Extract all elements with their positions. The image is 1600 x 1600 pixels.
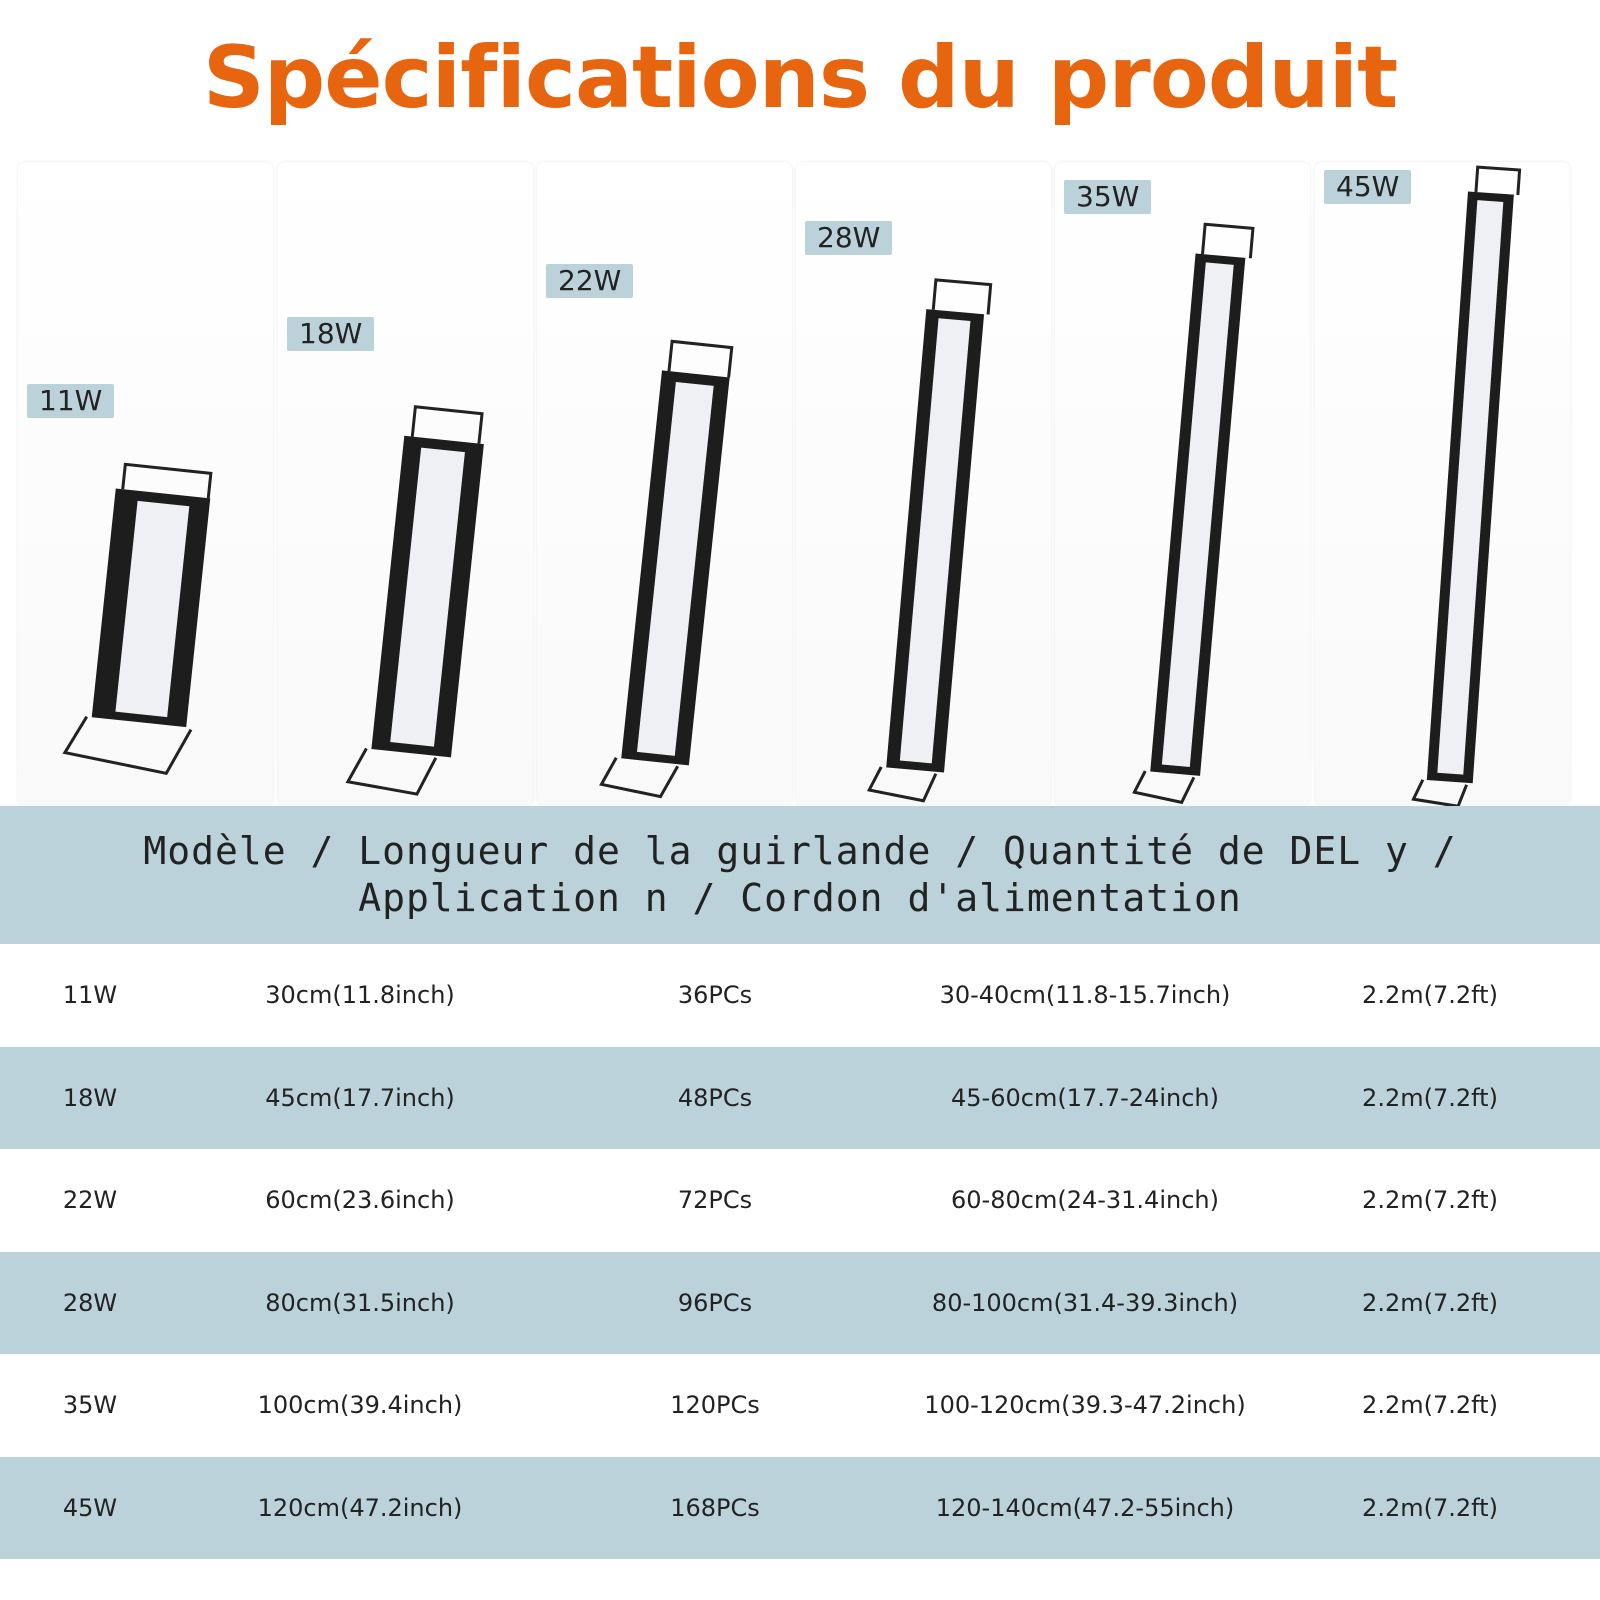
product-gallery: 11W 18W 22W (18, 162, 1582, 808)
product-card-35w: 35W (1055, 162, 1310, 806)
led-lamp-image (1411, 165, 1522, 808)
cell-model: 22W (62, 1186, 118, 1215)
table-row: 35W 100cm(39.4inch) 120PCs 100-120cm(39.… (0, 1354, 1600, 1457)
page-title: Spécifications du produit (202, 28, 1398, 128)
product-card-11w: 11W (18, 162, 273, 806)
header-line-2: Application n / Cordon d'alimentation (358, 876, 1242, 920)
table-row: 22W 60cm(23.6inch) 72PCs 60-80cm(24-31.4… (0, 1149, 1600, 1252)
cell-application: 30-40cm(11.8-15.7inch) (939, 981, 1231, 1010)
led-lamp-image (866, 278, 993, 803)
cell-model: 35W (62, 1391, 118, 1420)
cell-leds: 120PCs (670, 1391, 760, 1420)
wattage-badge: 18W (287, 317, 375, 351)
cell-application: 100-120cm(39.3-47.2inch) (924, 1391, 1246, 1420)
wattage-badge: 45W (1324, 170, 1412, 204)
product-card-18w: 18W (278, 162, 533, 806)
cell-cord: 2.2m(7.2ft) (1362, 981, 1498, 1010)
cell-model: 11W (62, 981, 118, 1010)
wattage-badge: 11W (27, 384, 115, 418)
led-lamp-image (1132, 222, 1255, 805)
cell-length: 30cm(11.8inch) (265, 981, 455, 1010)
table-row: 28W 80cm(31.5inch) 96PCs 80-100cm(31.4-3… (0, 1251, 1600, 1354)
table-row: 45W 120cm(47.2inch) 168PCs 120-140cm(47.… (0, 1456, 1600, 1559)
cell-model: 28W (62, 1288, 118, 1317)
cell-application: 80-100cm(31.4-39.3inch) (931, 1288, 1239, 1317)
cell-application: 45-60cm(17.7-24inch) (951, 1083, 1219, 1112)
wattage-badge: 22W (546, 264, 634, 298)
table-row: 11W 30cm(11.8inch) 36PCs 30-40cm(11.8-15… (0, 944, 1600, 1047)
wattage-badge: 28W (805, 221, 893, 255)
cell-model: 45W (62, 1493, 118, 1522)
product-card-22w: 22W (537, 162, 792, 806)
cell-length: 100cm(39.4inch) (257, 1391, 463, 1420)
cell-cord: 2.2m(7.2ft) (1362, 1083, 1498, 1112)
cell-application: 120-140cm(47.2-55inch) (935, 1493, 1235, 1522)
wattage-badge: 35W (1064, 180, 1152, 214)
cell-leds: 36PCs (677, 981, 753, 1010)
product-card-28w: 28W (796, 162, 1051, 806)
spec-table: 11W 30cm(11.8inch) 36PCs 30-40cm(11.8-15… (0, 944, 1600, 1559)
cell-length: 60cm(23.6inch) (265, 1186, 455, 1215)
header-line-1: Modèle / Longueur de la guirlande / Quan… (143, 829, 1457, 873)
cell-length: 45cm(17.7inch) (265, 1083, 455, 1112)
table-header-text: Modèle / Longueur de la guirlande / Quan… (90, 828, 1510, 922)
cell-cord: 2.2m(7.2ft) (1362, 1493, 1498, 1522)
cell-leds: 168PCs (670, 1493, 760, 1522)
cell-leds: 96PCs (677, 1288, 753, 1317)
table-row: 18W 45cm(17.7inch) 48PCs 45-60cm(17.7-24… (0, 1046, 1600, 1149)
led-lamp-image (345, 405, 484, 796)
cell-leds: 72PCs (677, 1186, 753, 1215)
cell-model: 18W (62, 1083, 118, 1112)
led-lamp-image (599, 339, 734, 799)
cell-cord: 2.2m(7.2ft) (1362, 1186, 1498, 1215)
table-header: Modèle / Longueur de la guirlande / Quan… (0, 806, 1600, 944)
cell-length: 80cm(31.5inch) (265, 1288, 455, 1317)
product-card-45w: 45W (1315, 162, 1570, 808)
led-lamp-image (62, 462, 213, 776)
cell-application: 60-80cm(24-31.4inch) (951, 1186, 1219, 1215)
cell-leds: 48PCs (677, 1083, 753, 1112)
cell-cord: 2.2m(7.2ft) (1362, 1288, 1498, 1317)
cell-cord: 2.2m(7.2ft) (1362, 1391, 1498, 1420)
cell-length: 120cm(47.2inch) (257, 1493, 463, 1522)
